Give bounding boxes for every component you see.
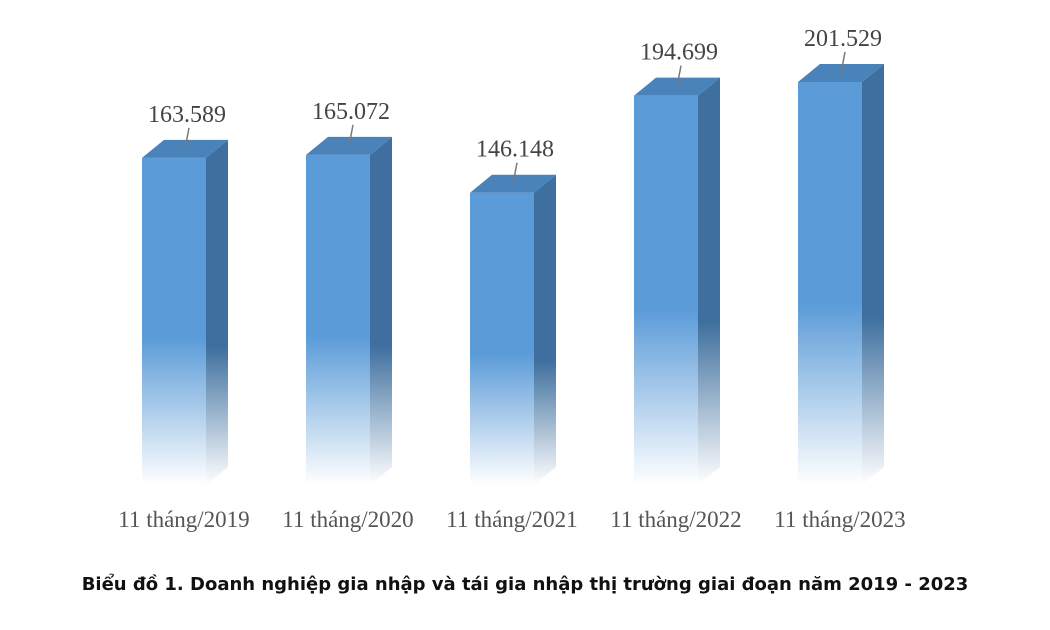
bar-group <box>142 139 228 485</box>
leader-line <box>512 162 518 184</box>
leader-line <box>348 124 354 147</box>
x-tick-label: 11 tháng/2019 <box>118 507 249 532</box>
x-tick-label: 11 tháng/2022 <box>610 507 741 532</box>
bar-side <box>534 174 556 485</box>
x-tick-label: 11 tháng/2020 <box>282 507 413 532</box>
labels-layer: 163.589 11 tháng/2019 165.072 11 tháng/2020… <box>118 26 905 532</box>
leader-line <box>676 65 682 87</box>
bar <box>798 82 862 485</box>
data-label: 165.072 <box>312 99 390 125</box>
data-label: 163.589 <box>148 102 226 128</box>
data-label: 146.148 <box>476 137 554 163</box>
bar <box>306 154 370 485</box>
bar-side <box>206 139 228 485</box>
leader-line <box>184 127 190 150</box>
bar-chart: 163.589 11 tháng/2019 165.072 11 tháng/2020… <box>118 26 905 532</box>
x-tick-label: 11 tháng/2023 <box>774 507 905 532</box>
bar <box>470 192 534 485</box>
bar-side <box>370 136 392 485</box>
bars-layer <box>142 64 884 486</box>
bar-group <box>470 174 556 485</box>
data-label: 201.529 <box>804 26 882 52</box>
chart-caption: Biểu đồ 1. Doanh nghiệp gia nhập và tái … <box>81 574 969 595</box>
bar-group <box>306 136 392 485</box>
bar-side <box>862 64 884 485</box>
data-label: 194.699 <box>640 40 718 66</box>
bar <box>634 95 698 486</box>
x-tick-label: 11 tháng/2021 <box>446 507 577 532</box>
bar-group <box>634 77 720 486</box>
bar-side <box>698 77 720 486</box>
leader-line <box>840 51 846 74</box>
bar-group <box>798 64 884 485</box>
bar <box>142 157 206 485</box>
